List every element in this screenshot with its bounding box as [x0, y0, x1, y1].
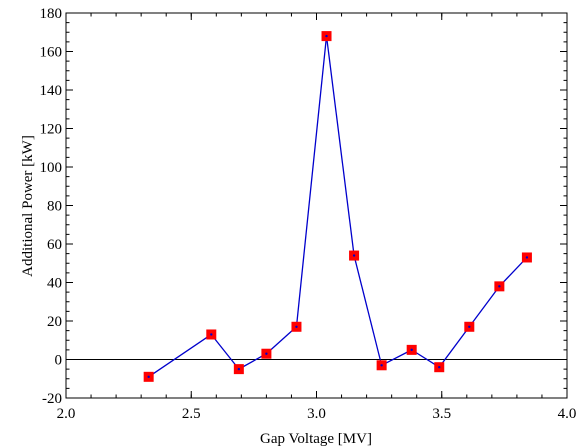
data-point-dot	[438, 366, 441, 369]
data-point-dot	[352, 254, 356, 257]
y-tick-label: 60	[47, 237, 62, 253]
x-tick-label: 3.5	[432, 406, 451, 422]
data-point-dot	[325, 34, 328, 38]
series-line-segment	[265, 326, 297, 355]
y-tick-label: 140	[40, 83, 63, 99]
x-ticks: 2.0 2.5 3.0 3.5 4.0	[57, 13, 577, 422]
data-point-dot	[525, 256, 529, 259]
series-line-segment	[438, 326, 470, 368]
y-tick-label: 100	[40, 160, 63, 176]
series-line-segment	[468, 285, 500, 328]
series-line-segment	[381, 349, 412, 366]
y-tick-label: 180	[40, 6, 63, 22]
data-point-dot	[210, 333, 213, 336]
y-tick-label: 0	[55, 353, 63, 369]
data-point-dot	[410, 348, 413, 352]
series-line-segment	[353, 255, 383, 366]
data-point-dot	[265, 352, 268, 355]
y-tick-label: -20	[42, 391, 62, 407]
series-markers	[143, 31, 532, 382]
series-line-segment	[295, 36, 328, 327]
x-tick-label: 2.5	[182, 406, 201, 422]
plot-frame	[65, 12, 568, 399]
plot-area: 2.0 2.5 3.0 3.5 4.0 -20 0 20 40 60 80 100 120 140 160…	[40, 6, 577, 422]
data-point-dot	[498, 285, 501, 288]
y-tick-label: 20	[47, 314, 62, 330]
x-axis-title: Gap Voltage [MV]	[260, 431, 372, 447]
series-line-segment	[210, 334, 240, 370]
y-tick-label: 80	[47, 199, 62, 215]
data-point-dot	[237, 367, 241, 371]
x-tick-label: 3.0	[307, 406, 326, 422]
data-point-dot	[468, 325, 471, 328]
y-tick-label: 160	[40, 45, 63, 61]
y-ticks: -20 0 20 40 60 80 100 120 140 160 180	[40, 6, 567, 407]
series-line-segment	[325, 36, 355, 256]
y-tick-label: 120	[40, 122, 63, 138]
data-point-dot	[295, 325, 298, 328]
x-tick-label: 2.0	[57, 406, 76, 422]
data-point-dot	[380, 364, 383, 367]
x-tick-label: 4.0	[558, 406, 577, 422]
data-point-dot	[147, 375, 150, 379]
y-axis-title: Additional Power [kW]	[20, 135, 36, 277]
y-tick-label: 40	[47, 276, 62, 292]
series-line-segment	[148, 333, 212, 378]
